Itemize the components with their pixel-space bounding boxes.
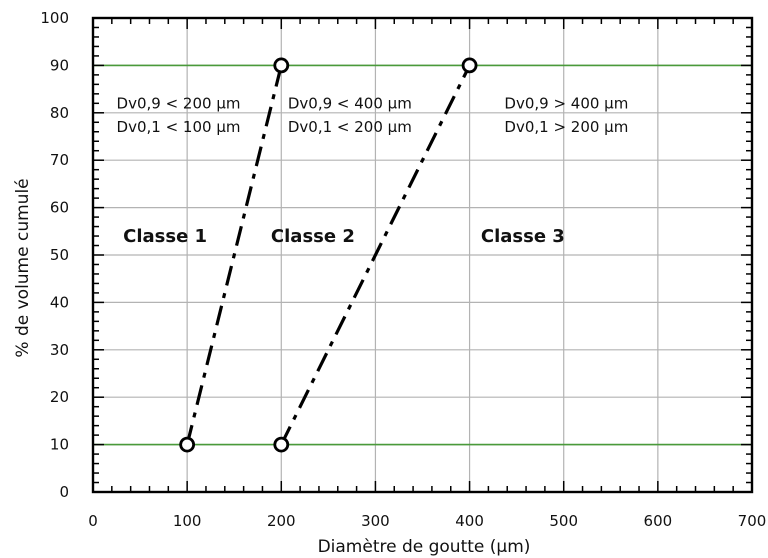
- grid-layer: [93, 18, 752, 492]
- x-tick-label: 0: [88, 512, 98, 530]
- annotation-text: Dv0,9 < 200 µm: [117, 94, 241, 112]
- series-line: [185, 65, 283, 445]
- annotation-text: Dv0,1 > 200 µm: [504, 118, 628, 136]
- x-tick-label: 400: [455, 512, 484, 530]
- x-tick-label: 100: [173, 512, 202, 530]
- x-tick-label: 500: [549, 512, 578, 530]
- series-line: [279, 64, 472, 446]
- y-tick-label: 100: [40, 9, 69, 27]
- y-tick-label: 30: [50, 341, 69, 359]
- x-axis-title: Diamètre de goutte (µm): [318, 537, 531, 557]
- y-tick-label: 60: [50, 199, 69, 217]
- tick-layer: 0 100 200 300 400 500 600 700 0 10 20 30 40 50 60 70 80 9…: [40, 9, 766, 530]
- data-point: [273, 57, 290, 74]
- y-tick-label: 0: [59, 483, 69, 501]
- annotation-text: Dv0,1 < 200 µm: [288, 118, 412, 136]
- series-layer: [179, 57, 478, 453]
- x-tick-label: 200: [267, 512, 296, 530]
- y-tick-label: 50: [50, 246, 69, 264]
- annotation-text: Dv0,9 < 400 µm: [288, 94, 412, 112]
- y-tick-label: 20: [50, 388, 69, 406]
- y-tick-label: 40: [50, 293, 69, 311]
- class-label: Classe 1: [123, 226, 207, 247]
- y-tick-label: 80: [50, 104, 69, 122]
- reference-lines: [93, 64, 752, 446]
- data-point: [461, 57, 478, 74]
- annotation-text: Dv0,1 < 100 µm: [117, 118, 241, 136]
- data-point: [179, 436, 196, 453]
- data-point: [273, 436, 290, 453]
- y-tick-label: 10: [50, 436, 69, 454]
- class-label: Classe 3: [481, 226, 565, 247]
- annotation-layer: Dv0,9 < 200 µm Dv0,1 < 100 µm Dv0,9 < 400 …: [117, 94, 629, 247]
- y-tick-label: 90: [50, 56, 69, 74]
- x-tick-label: 300: [361, 512, 390, 530]
- x-tick-label: 700: [738, 512, 767, 530]
- y-tick-label: 70: [50, 151, 69, 169]
- y-axis-title: % de volume cumulé: [13, 178, 33, 357]
- class-label: Classe 2: [271, 226, 355, 247]
- annotation-text: Dv0,9 > 400 µm: [504, 94, 628, 112]
- x-tick-label: 600: [644, 512, 673, 530]
